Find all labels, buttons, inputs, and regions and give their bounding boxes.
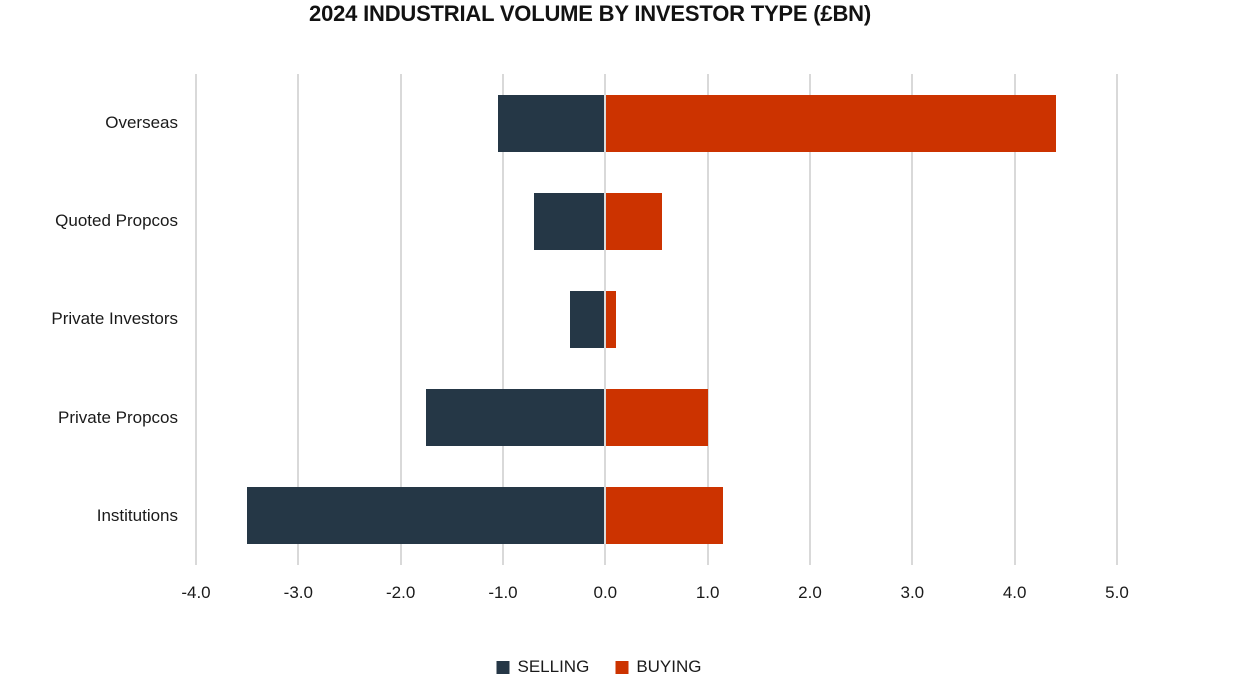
gridline	[1116, 74, 1118, 565]
category-label: Private Propcos	[58, 407, 178, 427]
x-tick-label: -3.0	[283, 583, 313, 602]
legend-label-selling: SELLING	[517, 657, 590, 676]
gridline	[1013, 74, 1016, 565]
category-axis: Overseas Quoted Propcos Private Investors P…	[0, 74, 178, 565]
x-tick-label: 0.0	[593, 583, 618, 602]
legend-swatch-buying	[615, 660, 629, 674]
plot-area	[195, 74, 1118, 565]
category-label: Private Investors	[51, 309, 178, 329]
x-tick-label: 2.0	[798, 583, 822, 602]
bar-selling	[497, 94, 605, 152]
x-tick-label: -1.0	[488, 583, 518, 602]
legend-item-buying: BUYING	[615, 657, 702, 677]
gridline	[706, 74, 709, 565]
bar-selling	[247, 487, 605, 545]
legend-label-buying: BUYING	[636, 657, 702, 676]
x-tick-label: 3.0	[900, 583, 925, 602]
bar-buying	[606, 487, 723, 545]
gridline	[195, 74, 197, 565]
bar-buying	[606, 291, 616, 348]
bar-buying	[606, 389, 708, 447]
bar-buying	[606, 192, 662, 250]
chart-title: 2024 INDUSTRIAL VOLUME BY INVESTOR TYPE …	[309, 1, 871, 26]
category-label: Quoted Propcos	[55, 211, 178, 231]
bar-selling	[569, 291, 605, 348]
gridline	[911, 74, 914, 565]
legend-item-selling: SELLING	[496, 657, 590, 677]
bar-selling	[426, 389, 605, 447]
legend-swatch-selling	[496, 660, 510, 674]
bar-selling	[533, 192, 605, 250]
gridline	[297, 74, 300, 565]
legend: SELLING BUYING	[496, 657, 702, 677]
x-tick-label: 4.0	[1002, 583, 1027, 602]
x-tick-label: 5.0	[1105, 583, 1129, 602]
category-label: Overseas	[105, 113, 178, 133]
x-tick-label: -2.0	[386, 583, 416, 602]
x-tick-label: 1.0	[695, 583, 720, 602]
bar-buying	[606, 94, 1056, 152]
x-tick-label: -4.0	[181, 583, 211, 602]
category-label: Institutions	[96, 505, 178, 525]
gridline	[604, 74, 607, 565]
gridline	[808, 74, 811, 565]
gridline	[501, 74, 504, 565]
x-axis: -4.0 -3.0 -2.0 -1.0 0.0 1.0 2.0 3.0 4.0 5.0	[181, 583, 1128, 605]
gridline	[399, 74, 402, 565]
